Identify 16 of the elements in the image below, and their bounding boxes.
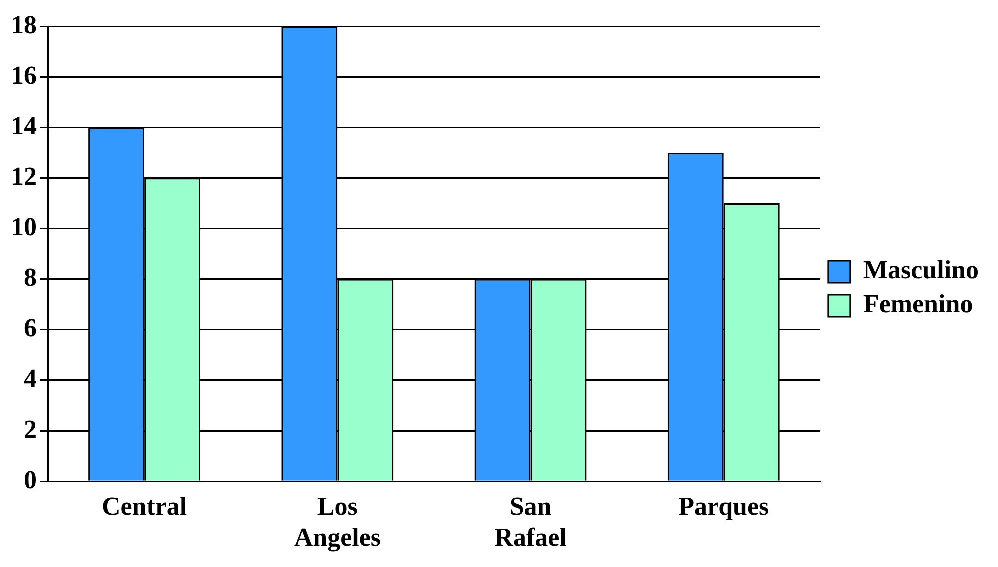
y-tick-label: 12 — [11, 162, 37, 191]
y-tick-label: 4 — [24, 364, 37, 394]
y-tick-label: 8 — [24, 263, 37, 292]
x-tick-label: Central — [102, 492, 188, 521]
y-tick-label: 14 — [11, 111, 37, 140]
y-tick-label: 18 — [11, 10, 37, 40]
x-tick-label: Los Angeles — [294, 492, 381, 552]
legend-label: Masculino — [863, 256, 980, 285]
y-tick-label: 10 — [11, 212, 37, 242]
y-tick-label: 16 — [11, 60, 37, 90]
y-tick-label: 2 — [24, 414, 37, 444]
x-tick-label: Parques — [678, 492, 770, 521]
y-tick-label: 0 — [24, 465, 37, 494]
legend-label: Femenino — [863, 290, 974, 319]
y-tick-label: 6 — [24, 314, 37, 343]
x-tick-label: San Rafael — [494, 492, 567, 552]
